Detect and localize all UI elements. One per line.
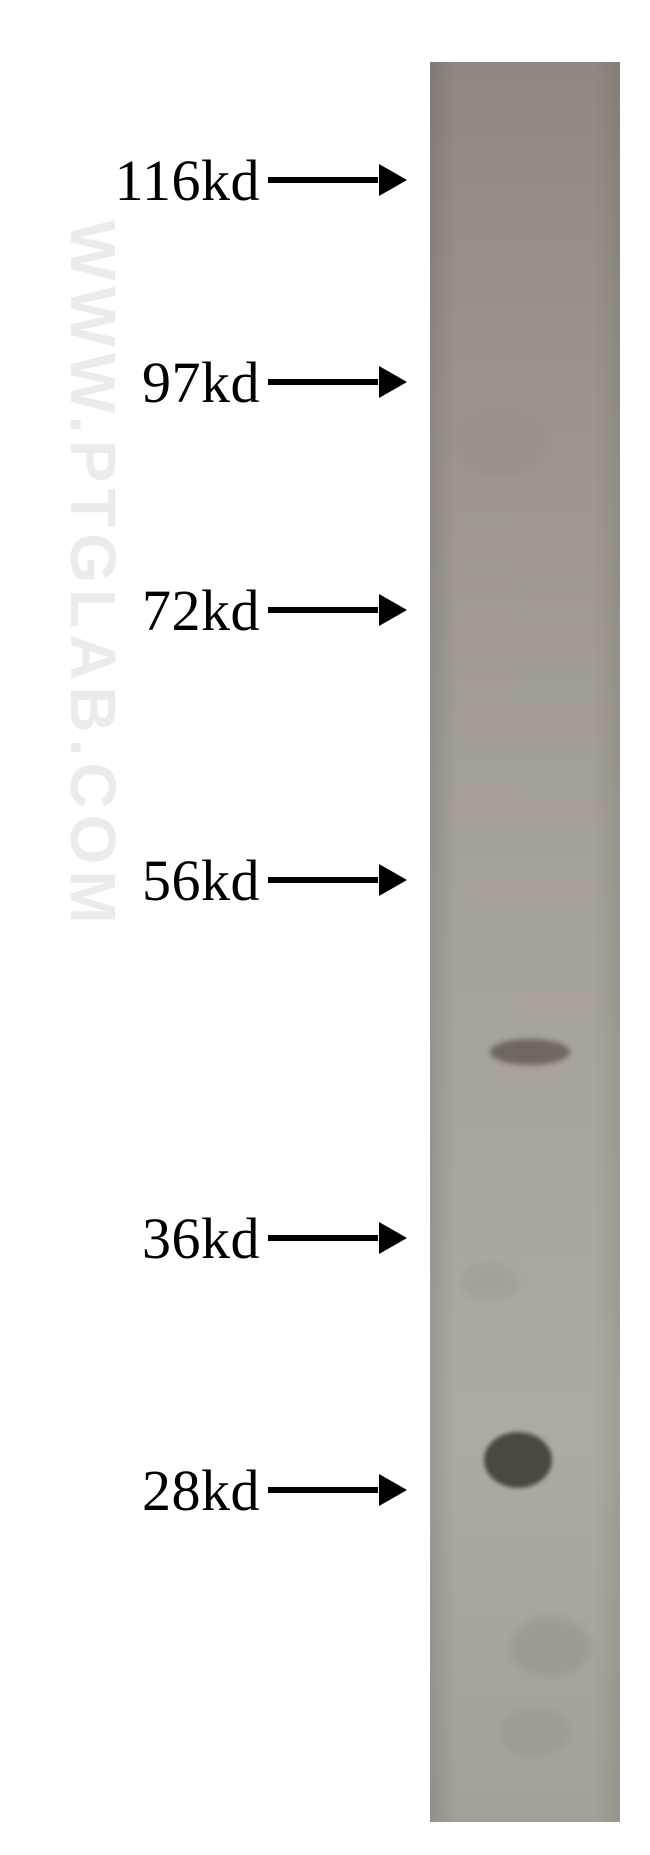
marker-label: 72kd	[0, 577, 260, 644]
blot-lane	[430, 62, 620, 1822]
arrow-shaft	[268, 1487, 378, 1493]
marker-label: 36kd	[0, 1205, 260, 1272]
lane-smudge	[460, 1262, 520, 1302]
watermark-text: WWW.PTGLAB.COM	[56, 220, 130, 930]
marker-arrow-icon	[268, 378, 406, 386]
marker-arrow-icon	[268, 176, 406, 184]
arrow-head	[379, 864, 407, 896]
arrow-head	[379, 1222, 407, 1254]
arrow-head	[379, 164, 407, 196]
marker-arrow-icon	[268, 1234, 406, 1242]
lane-smudge	[455, 407, 545, 477]
western-blot-figure: 116kd 97kd 72kd 56kd 36kd 28kd WWW.PTGLAB.COM	[0, 0, 650, 1855]
arrow-shaft	[268, 177, 378, 183]
arrow-head	[379, 594, 407, 626]
arrow-shaft	[268, 877, 378, 883]
marker-arrow-icon	[268, 606, 406, 614]
marker-row: 36kd	[0, 1209, 406, 1267]
band-lower	[484, 1432, 552, 1488]
arrow-head	[379, 1474, 407, 1506]
arrow-shaft	[268, 1235, 378, 1241]
marker-label: 97kd	[0, 349, 260, 416]
lane-side-shading	[430, 62, 620, 1822]
marker-arrow-icon	[268, 1486, 406, 1494]
marker-row: 116kd	[0, 151, 406, 209]
marker-row: 28kd	[0, 1461, 406, 1519]
arrow-head	[379, 366, 407, 398]
marker-label: 56kd	[0, 847, 260, 914]
marker-label: 116kd	[0, 147, 260, 214]
arrow-shaft	[268, 379, 378, 385]
lane-smudge	[510, 1617, 590, 1677]
band-upper	[490, 1039, 570, 1065]
marker-arrow-icon	[268, 876, 406, 884]
arrow-shaft	[268, 607, 378, 613]
marker-label: 28kd	[0, 1457, 260, 1524]
lane-smudge	[500, 1707, 570, 1757]
